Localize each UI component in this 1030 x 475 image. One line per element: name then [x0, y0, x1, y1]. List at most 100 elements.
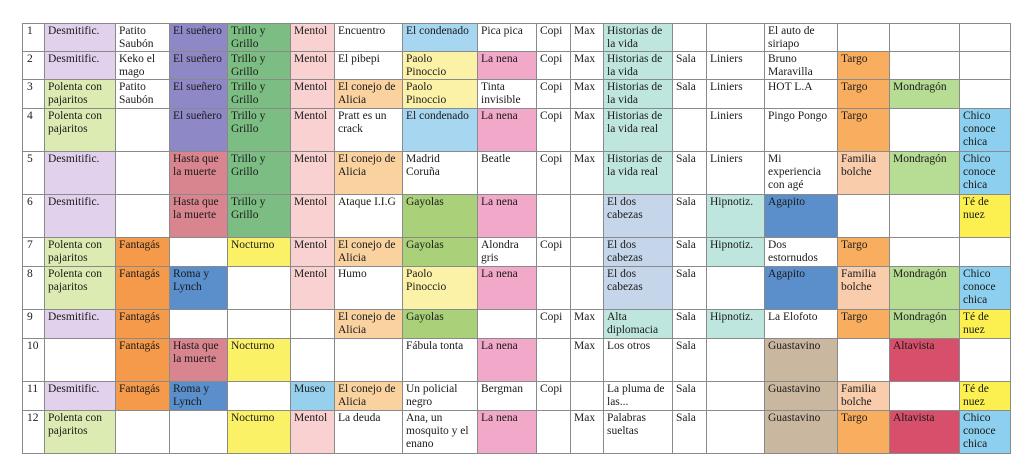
- schedule-cell: Copi: [536, 108, 571, 152]
- schedule-cell: [536, 266, 571, 310]
- schedule-cell: [536, 194, 571, 238]
- schedule-cell: Madrid Coruña: [402, 151, 478, 195]
- schedule-cell: Ataque I.I.G: [334, 194, 403, 238]
- schedule-cell: [227, 266, 291, 310]
- schedule-cell: La nena: [477, 338, 537, 382]
- schedule-cell: [959, 338, 1011, 382]
- schedule-cell: Mentol: [290, 108, 335, 152]
- schedule-cell: Hipnotiz.: [706, 237, 765, 267]
- schedule-cell: Historias de la vida: [603, 23, 673, 52]
- schedule-cell: Polenta con pajaritos: [44, 79, 116, 109]
- schedule-cell: Polenta con pajaritos: [44, 266, 116, 310]
- schedule-cell: Mondragón: [889, 79, 960, 109]
- schedule-cell: [672, 108, 707, 152]
- schedule-cell: Sala: [672, 410, 707, 454]
- schedule-cell: El conejo de Alicia: [334, 309, 403, 339]
- schedule-cell: Mondragón: [889, 309, 960, 339]
- schedule-cell: Té de nuez: [959, 194, 1011, 238]
- schedule-cell: Chico conoce chica: [959, 151, 1011, 195]
- schedule-cell: El sueñero: [169, 108, 228, 152]
- schedule-cell: Targo: [837, 108, 890, 152]
- schedule-cell: [672, 23, 707, 52]
- schedule-cell: [837, 338, 890, 382]
- schedule-cell: Mentol: [290, 79, 335, 109]
- schedule-cell: Hasta que la muerte: [169, 194, 228, 238]
- schedule-cell: La nena: [477, 51, 537, 80]
- schedule-cell: Fantagás: [115, 309, 170, 339]
- schedule-cell: Mentol: [290, 266, 335, 310]
- schedule-cell: HOT L.A: [764, 79, 838, 109]
- schedule-cell: Beatle: [477, 151, 537, 195]
- schedule-cell: Fantagás: [115, 237, 170, 267]
- schedule-cell: Altavista: [889, 410, 960, 454]
- schedule-cell: Max: [570, 338, 604, 382]
- row-number-cell: 4: [22, 108, 45, 152]
- schedule-cell: Hasta que la muerte: [169, 151, 228, 195]
- row-number-cell: 6: [22, 194, 45, 238]
- schedule-cell: Historias de la vida: [603, 79, 673, 109]
- schedule-cell: Mentol: [290, 51, 335, 80]
- schedule-cell: Polenta con pajaritos: [44, 237, 116, 267]
- table-row: 7 Polenta con pajaritos Fantagás Nocturno Me…: [22, 237, 1011, 267]
- schedule-cell: [706, 410, 765, 454]
- schedule-cell: El sueñero: [169, 23, 228, 52]
- row-number-cell: 1: [22, 23, 45, 52]
- schedule-cell: Mondragón: [889, 151, 960, 195]
- schedule-cell: [959, 79, 1011, 109]
- schedule-cell: [169, 237, 228, 267]
- schedule-cell: Roma y Lynch: [169, 381, 228, 411]
- schedule-cell: Trillo y Grillo: [227, 151, 291, 195]
- schedule-cell: Polenta con pajaritos: [44, 108, 116, 152]
- schedule-cell: Familia bolche: [837, 381, 890, 411]
- schedule-cell: Fantagás: [115, 381, 170, 411]
- schedule-cell: Targo: [837, 79, 890, 109]
- schedule-cell: [706, 266, 765, 310]
- schedule-cell: Sala: [672, 381, 707, 411]
- schedule-cell: Copi: [536, 51, 571, 80]
- row-number-cell: 5: [22, 151, 45, 195]
- schedule-cell: Pica pica: [477, 23, 537, 52]
- schedule-cell: [706, 381, 765, 411]
- schedule-cell: Mentol: [290, 410, 335, 454]
- schedule-cell: Té de nuez: [959, 309, 1011, 339]
- schedule-cell: Keko el mago: [115, 51, 170, 80]
- schedule-cell: Trillo y Grillo: [227, 51, 291, 80]
- schedule-cell: [570, 381, 604, 411]
- schedule-cell: Trillo y Grillo: [227, 23, 291, 52]
- schedule-cell: Guastavino: [764, 338, 838, 382]
- schedule-cell: [290, 338, 335, 382]
- schedule-cell: Familia bolche: [837, 266, 890, 310]
- schedule-cell: Patito Saubón: [115, 23, 170, 52]
- schedule-cell: [889, 108, 960, 152]
- schedule-cell: Roma y Lynch: [169, 266, 228, 310]
- schedule-cell: [706, 338, 765, 382]
- schedule-cell: Sala: [672, 194, 707, 238]
- schedule-cell: Chico conoce chica: [959, 108, 1011, 152]
- schedule-cell: Copi: [536, 309, 571, 339]
- row-number-cell: 2: [22, 51, 45, 80]
- schedule-cell: Encuentro: [334, 23, 403, 52]
- schedule-cell: Max: [570, 309, 604, 339]
- schedule-cell: [115, 194, 170, 238]
- schedule-cell: Hasta que la muerte: [169, 338, 228, 382]
- schedule-cell: Mondragón: [889, 266, 960, 310]
- row-number-cell: 7: [22, 237, 45, 267]
- schedule-cell: Gayolas: [402, 309, 478, 339]
- schedule-cell: El conejo de Alicia: [334, 151, 403, 195]
- schedule-cell: Desmitific.: [44, 194, 116, 238]
- schedule-cell: Copi: [536, 23, 571, 52]
- schedule-cell: Sala: [672, 237, 707, 267]
- schedule-cell: [837, 194, 890, 238]
- schedule-cell: [115, 151, 170, 195]
- schedule-cell: Trillo y Grillo: [227, 79, 291, 109]
- schedule-cell: [889, 237, 960, 267]
- schedule-cell: Chico conoce chica: [959, 410, 1011, 454]
- table-row: 11 Desmitific. Fantagás Roma y Lynch Museo El…: [22, 381, 1011, 411]
- table-row: 5 Desmitific. Hasta que la muerte Trillo y …: [22, 151, 1011, 195]
- schedule-cell: El condenado: [402, 108, 478, 152]
- schedule-cell: Sala: [672, 338, 707, 382]
- schedule-cell: [536, 338, 571, 382]
- schedule-cell: Alondra gris: [477, 237, 537, 267]
- schedule-cell: Trillo y Grillo: [227, 194, 291, 238]
- schedule-cell: Humo: [334, 266, 403, 310]
